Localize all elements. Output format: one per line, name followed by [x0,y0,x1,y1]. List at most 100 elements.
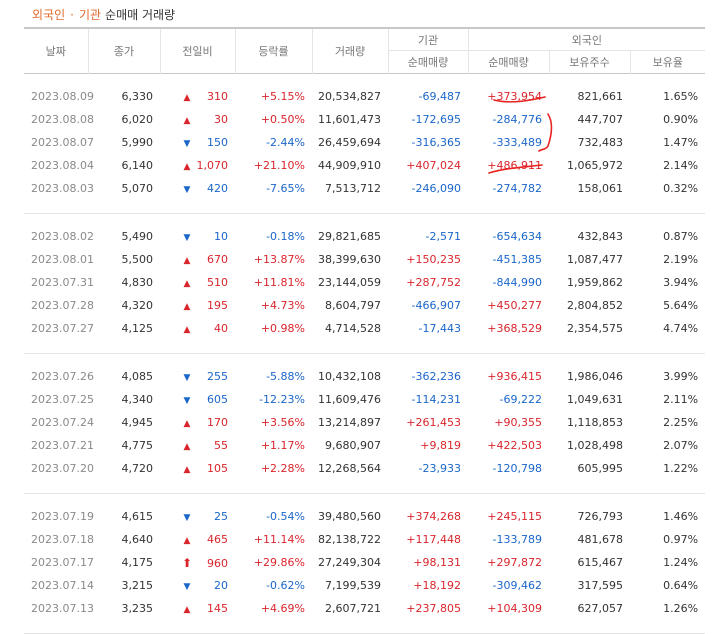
cell-date: 2023.07.28 [31,299,94,312]
cell-rate: +4.69% [260,602,305,615]
cell-volume: 23,144,059 [318,276,381,289]
cell-date: 2023.07.17 [31,556,94,569]
title-separator: · [70,8,74,22]
group-divider [24,200,706,214]
triangle-up-icon: ▲ [183,116,191,126]
cell-inst-net: +261,453 [406,416,461,429]
header-foreign-net: 순매매량 [467,50,549,74]
header-rate: 등락률 [234,27,312,74]
cell-foreign-net: -333,489 [492,136,542,149]
change-value: 20 [214,579,228,592]
cell-date: 2023.07.31 [31,276,94,289]
cell-ratio: 0.64% [663,579,699,592]
cell-ratio: 2.07% [663,439,699,452]
cell-change: ▼ 10 [160,225,235,248]
title-institution: 기관 [78,8,102,22]
cell-volume: 10,432,108 [318,370,381,383]
cell-holdings: 432,843 [577,230,624,243]
change-value: 170 [207,416,228,429]
cell-volume: 44,909,910 [318,159,381,172]
cell-rate: -12.23% [259,393,305,406]
cell-change: ▼ 25 [160,505,235,528]
cell-rate: +13.87% [253,253,305,266]
triangle-down-icon: ▼ [183,185,191,195]
cell-volume: 7,513,712 [325,182,381,195]
cell-volume: 13,214,897 [318,416,381,429]
cell-holdings: 821,661 [577,90,624,103]
group-top-spacer [24,214,705,226]
cell-close: 4,830 [121,276,154,289]
cell-change: ▼ 420 [160,177,235,200]
change-value: 55 [214,439,228,452]
cell-date: 2023.08.09 [31,90,94,103]
cell-inst-net: -316,365 [411,136,461,149]
cell-ratio: 3.99% [663,370,699,383]
cell-close: 4,945 [121,416,154,429]
table-row: 2023.08.04 6,140 ▲ 1,070 +21.10% 44,909,910 +4… [24,154,705,177]
cell-change: ▼ 255 [160,365,235,388]
cell-volume: 7,199,539 [325,579,381,592]
cell-inst-net: -362,236 [411,370,461,383]
cell-inst-net: -246,090 [411,182,461,195]
table-row: 2023.07.19 4,615 ▼ 25 -0.54% 39,480,560 +374,2… [24,505,705,528]
cell-holdings: 615,467 [577,556,624,569]
change-value: 420 [207,182,228,195]
cell-inst-net: +150,235 [406,253,461,266]
cell-volume: 11,609,476 [318,393,381,406]
cell-ratio: 0.32% [663,182,699,195]
table-row: 2023.08.01 5,500 ▲ 670 +13.87% 38,399,630 +150… [24,248,705,271]
cell-change: ▲ 55 [160,434,235,457]
cell-close: 5,490 [121,230,154,243]
triangle-down-icon: ▼ [183,582,191,592]
cell-inst-net: +98,131 [413,556,461,569]
cell-inst-net: -69,487 [418,90,461,103]
cell-holdings: 627,057 [577,602,624,615]
cell-inst-net: +18,192 [413,579,461,592]
cell-holdings: 158,061 [577,182,624,195]
cell-foreign-net: -284,776 [492,113,542,126]
cell-change: ▼ 20 [160,574,235,597]
table-row: 2023.07.18 4,640 ▲ 465 +11.14% 82,138,722 +117… [24,528,705,551]
cell-foreign-net: +450,277 [487,299,542,312]
cell-rate: -7.65% [266,182,305,195]
cell-volume: 39,480,560 [318,510,381,523]
cell-inst-net: +9,819 [420,439,461,452]
table-row: 2023.08.08 6,020 ▲ 30 +0.50% 11,601,473 -172,6… [24,108,705,131]
change-value: 150 [207,136,228,149]
cell-change: ▲ 145 [160,597,235,620]
cell-volume: 9,680,907 [325,439,381,452]
cell-change: ▲ 40 [160,317,235,340]
change-value: 105 [207,462,228,475]
cell-holdings: 1,118,853 [567,416,623,429]
change-value: 1,070 [196,159,229,172]
cell-volume: 27,249,304 [318,556,381,569]
cell-date: 2023.07.18 [31,533,94,546]
cell-change: ▲ 170 [160,411,235,434]
cell-rate: +0.50% [260,113,305,126]
cell-ratio: 0.97% [663,533,699,546]
change-value: 40 [214,322,228,335]
header-holdings: 보유주수 [548,50,630,74]
cell-rate: +4.73% [260,299,305,312]
group-top-spacer [24,74,705,86]
trading-table: 날짜 종가 전일비 등락률 거래량 기관 외국인 순매매량 순매매량 보유주수 … [24,27,706,634]
cell-ratio: 1.65% [663,90,699,103]
cell-change: ▼ 605 [160,388,235,411]
cell-change: ▲ 465 [160,528,235,551]
cell-holdings: 1,028,498 [567,439,623,452]
upper-limit-arrow-icon: ⬆ [181,555,193,570]
cell-foreign-net: -451,385 [492,253,542,266]
cell-inst-net: -23,933 [418,462,461,475]
cell-volume: 20,534,827 [318,90,381,103]
cell-close: 4,125 [121,322,154,335]
cell-inst-net: +374,268 [406,510,461,523]
table-row: 2023.07.25 4,340 ▼ 605 -12.23% 11,609,476 -114… [24,388,705,411]
cell-inst-net: +117,448 [406,533,461,546]
change-value: 145 [207,602,228,615]
triangle-up-icon: ▲ [183,162,191,172]
cell-ratio: 2.19% [663,253,699,266]
cell-close: 6,140 [121,159,154,172]
cell-foreign-net: +422,503 [487,439,542,452]
table-row: 2023.08.07 5,990 ▼ 150 -2.44% 26,459,694 -316,… [24,131,705,154]
change-value: 310 [207,90,228,103]
